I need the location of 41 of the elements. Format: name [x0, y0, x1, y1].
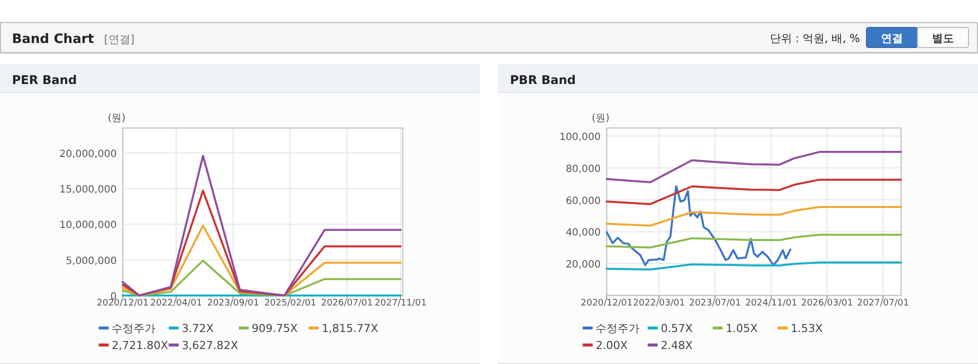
x-tick-label: 2026/03/01: [801, 298, 853, 308]
legend-label: 3.72X: [182, 322, 214, 335]
y-axis-title: (원): [592, 113, 610, 124]
legend-label: 1.53X: [790, 322, 824, 335]
text: Band Chart: [12, 32, 94, 47]
legend-label: 수정주가: [112, 322, 156, 335]
y-tick-label: 60,000: [566, 196, 601, 207]
legend-label: 909.75X: [252, 322, 298, 335]
x-tick-label: 2020/12/01: [580, 298, 633, 308]
y-tick-label: 10,000,000: [59, 220, 117, 232]
x-tick-label: 2026/07/01: [320, 298, 373, 308]
y-tick-label: 20,000,000: [59, 148, 117, 160]
y-tick-label: 20,000: [566, 260, 601, 271]
x-tick-label: 2027/07/01: [857, 298, 909, 308]
y-tick-label: 100,000: [559, 132, 601, 143]
text: 별도: [932, 32, 954, 45]
legend-label: 1,815.77X: [322, 322, 379, 335]
x-tick-label: 2025/02/01: [264, 298, 316, 308]
x-tick-label: 2023/07/01: [689, 298, 741, 308]
y-tick-label: 80,000: [566, 164, 601, 175]
text: 연결: [881, 32, 903, 45]
text: [연결]: [104, 33, 135, 46]
legend-label: 수정주가: [596, 322, 640, 335]
chart-title: PBR Band: [510, 73, 576, 87]
y-tick-label: 40,000: [566, 228, 601, 239]
x-tick-label: 2024/11/01: [745, 298, 798, 308]
x-tick-label: 2022/04/01: [150, 298, 202, 308]
legend-label: 1.05X: [726, 322, 758, 335]
x-tick-label: 2022/03/01: [633, 298, 685, 308]
legend-label: 2.48X: [660, 339, 694, 352]
text: 단위 : 억원, 배, %: [770, 32, 860, 45]
y-tick-label: 15,000,000: [59, 184, 117, 196]
y-axis-title: (원): [108, 113, 126, 124]
chart-title: PER Band: [12, 73, 77, 87]
legend-label: 0.57X: [660, 322, 694, 335]
x-tick-label: 2023/09/01: [207, 298, 260, 308]
x-tick-label: 2027/11/01: [374, 298, 427, 308]
legend-label: 3,627.82X: [182, 339, 239, 352]
legend-label: 2,721.80X: [112, 339, 169, 352]
legend-label: 2.00X: [596, 339, 628, 352]
y-tick-label: 5,000,000: [66, 256, 117, 267]
